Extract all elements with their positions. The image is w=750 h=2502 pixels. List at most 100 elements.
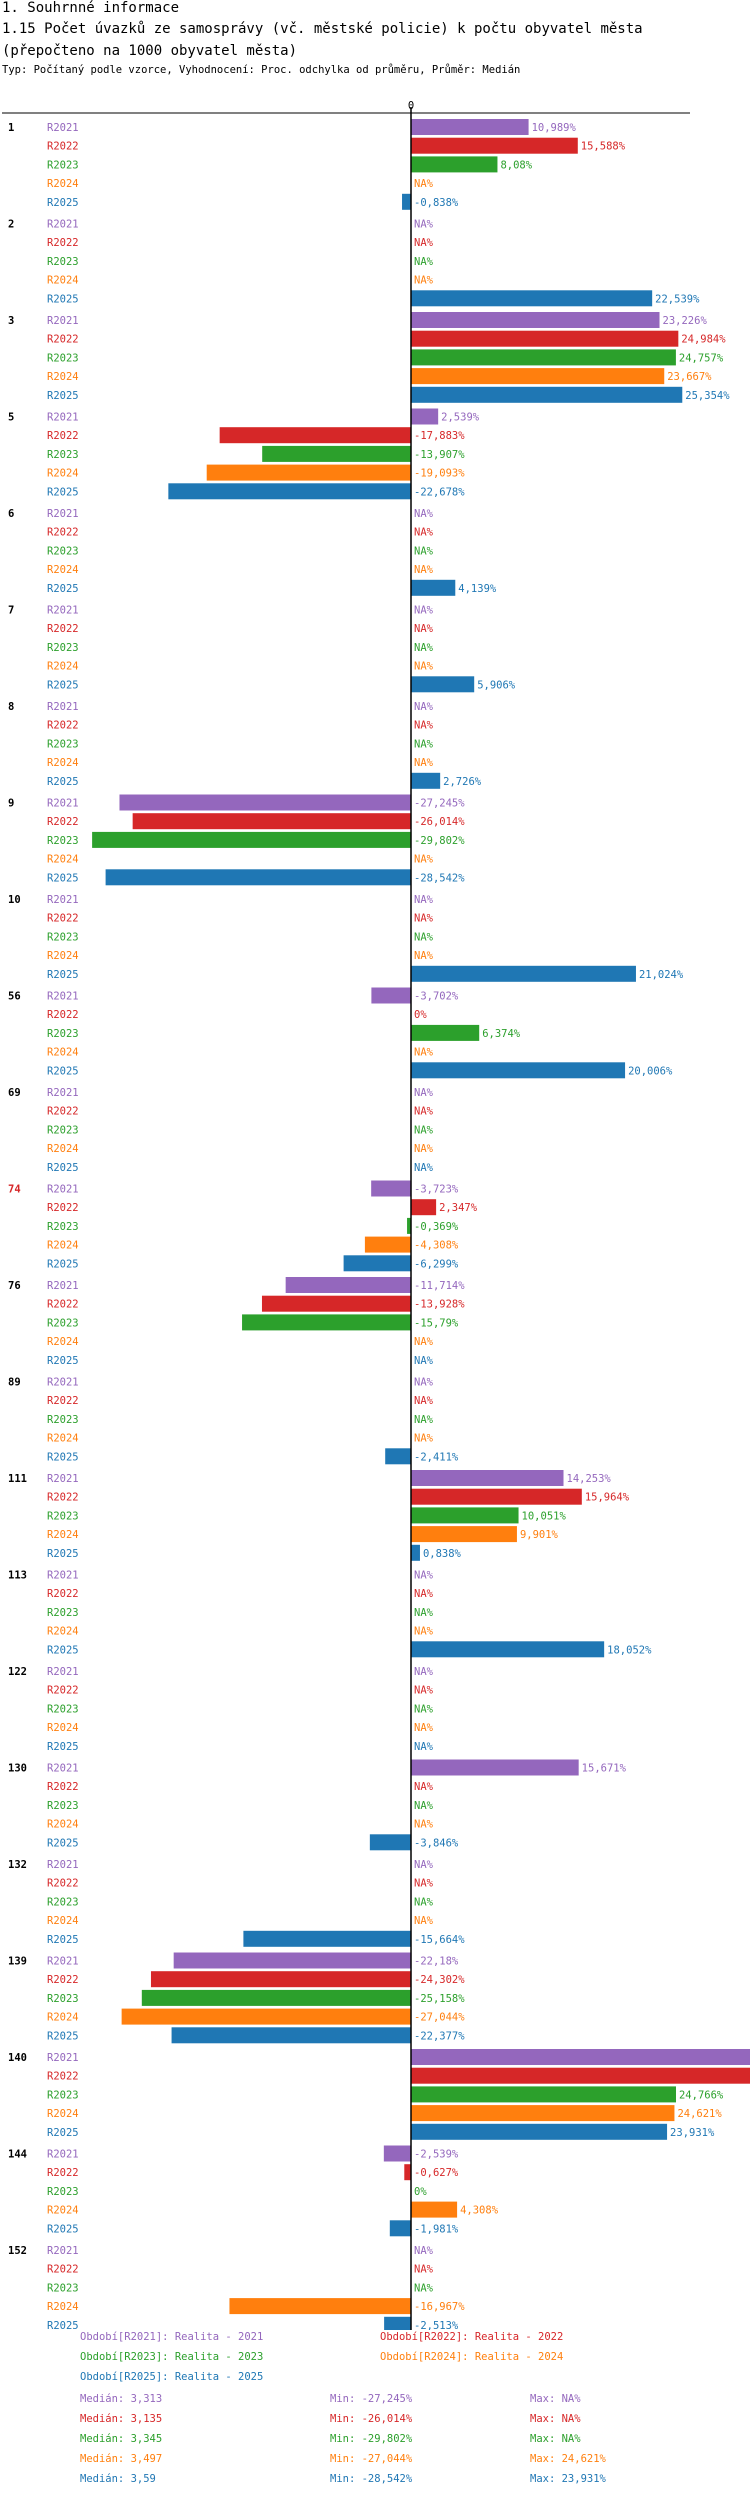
- data-label-2-R2025: 22,539%: [655, 293, 700, 305]
- bar-3-R2021: [411, 312, 660, 328]
- series-label-122-R2021: R2021: [47, 1666, 79, 1678]
- legend-min-R2021: Min: -27,245%: [330, 2393, 413, 2405]
- bar-74-R2024: [364, 1236, 411, 1253]
- data-label-139-R2023: -25,158%: [414, 1993, 465, 2005]
- data-label-9-R2022: -26,014%: [414, 816, 465, 828]
- bar-chart: 0 1 R2021 10,989% R2022 15,588% R2023 8,08% R202…: [2, 100, 750, 2330]
- legend-median-R2023: Medián: 3,345: [80, 2433, 163, 2445]
- bar-144-R2021: [383, 2145, 411, 2162]
- series-label-7-R2021: R2021: [47, 605, 79, 617]
- data-label-56-R2023: 6,374%: [482, 1028, 521, 1040]
- bar-74-R2022: [411, 1199, 437, 1216]
- data-label-6-R2023: NA%: [414, 545, 434, 557]
- data-label-5-R2024: -19,093%: [414, 468, 465, 480]
- series-label-132-R2024: R2024: [47, 1915, 79, 1927]
- legend-median-R2021: Medián: 3,313: [80, 2393, 163, 2405]
- series-label-1-R2021: R2021: [47, 122, 79, 134]
- series-label-144-R2022: R2022: [47, 2167, 79, 2179]
- data-label-74-R2021: -3,723%: [414, 1184, 459, 1196]
- series-label-10-R2021: R2021: [47, 894, 79, 906]
- data-label-69-R2025: NA%: [414, 1162, 434, 1174]
- data-label-76-R2022: -13,928%: [414, 1299, 465, 1311]
- bar-140-R2024: [411, 2105, 675, 2122]
- series-label-144-R2024: R2024: [47, 2205, 79, 2217]
- data-label-56-R2025: 20,006%: [628, 1065, 673, 1077]
- data-label-6-R2025: 4,139%: [458, 583, 497, 595]
- section-heading: 1. Souhrnné informace: [2, 0, 180, 16]
- data-label-152-R2024: -16,967%: [414, 2301, 465, 2313]
- series-label-139-R2025: R2025: [47, 2030, 79, 2042]
- data-label-10-R2023: NA%: [414, 931, 434, 943]
- data-label-8-R2022: NA%: [414, 720, 434, 732]
- data-label-9-R2025: -28,542%: [414, 872, 465, 884]
- series-label-10-R2023: R2023: [47, 931, 79, 943]
- data-label-8-R2025: 2,726%: [443, 776, 482, 788]
- bar-5-R2024: [206, 464, 411, 481]
- data-label-122-R2021: NA%: [414, 1666, 434, 1678]
- series-label-3-R2024: R2024: [47, 371, 79, 383]
- group-label-6: 6: [8, 508, 14, 520]
- data-label-6-R2022: NA%: [414, 527, 434, 539]
- data-label-3-R2021: 23,226%: [663, 315, 708, 327]
- bar-8-R2025: [411, 772, 441, 789]
- data-label-69-R2024: NA%: [414, 1143, 434, 1155]
- series-label-130-R2022: R2022: [47, 1781, 79, 1793]
- data-label-7-R2024: NA%: [414, 661, 434, 673]
- bar-7-R2025: [411, 676, 475, 693]
- data-label-7-R2025: 5,906%: [477, 679, 516, 691]
- series-label-144-R2025: R2025: [47, 2223, 79, 2235]
- series-label-6-R2023: R2023: [47, 545, 79, 557]
- series-label-132-R2021: R2021: [47, 1859, 79, 1871]
- data-label-6-R2024: NA%: [414, 564, 434, 576]
- data-label-69-R2022: NA%: [414, 1106, 434, 1118]
- group-label-8: 8: [8, 701, 14, 713]
- data-label-122-R2024: NA%: [414, 1722, 434, 1734]
- data-label-132-R2024: NA%: [414, 1915, 434, 1927]
- group-label-56: 56: [8, 991, 21, 1003]
- series-label-76-R2021: R2021: [47, 1280, 79, 1292]
- series-label-89-R2024: R2024: [47, 1433, 79, 1445]
- bar-140-R2025: [411, 2123, 668, 2140]
- data-label-113-R2022: NA%: [414, 1588, 434, 1600]
- legend-max-R2024: Max: 24,621%: [530, 2453, 606, 2465]
- series-label-113-R2024: R2024: [47, 1626, 79, 1638]
- series-label-74-R2023: R2023: [47, 1221, 79, 1233]
- bar-144-R2024: [411, 2201, 458, 2218]
- group-label-5: 5: [8, 412, 14, 424]
- series-label-113-R2025: R2025: [47, 1644, 79, 1656]
- series-label-139-R2022: R2022: [47, 1974, 79, 1986]
- bar-76-R2023: [242, 1314, 411, 1331]
- group-label-10: 10: [8, 894, 21, 906]
- data-label-76-R2024: NA%: [414, 1336, 434, 1348]
- group-label-3: 3: [8, 315, 14, 327]
- series-label-74-R2024: R2024: [47, 1240, 79, 1252]
- series-label-113-R2023: R2023: [47, 1607, 79, 1619]
- bar-140-R2021: [411, 2049, 750, 2065]
- bar-9-R2025: [105, 869, 412, 886]
- bar-139-R2022: [150, 1971, 411, 1988]
- bar-3-R2025: [411, 386, 683, 403]
- bar-111-R2025: [411, 1544, 420, 1561]
- data-label-144-R2025: -1,981%: [414, 2223, 459, 2235]
- legend-min-R2023: Min: -29,802%: [330, 2433, 413, 2445]
- series-label-6-R2025: R2025: [47, 583, 79, 595]
- series-label-132-R2025: R2025: [47, 1934, 79, 1946]
- series-label-113-R2022: R2022: [47, 1588, 79, 1600]
- bar-76-R2021: [285, 1277, 411, 1293]
- series-label-76-R2023: R2023: [47, 1317, 79, 1329]
- data-label-140-R2025: 23,931%: [670, 2127, 715, 2139]
- series-label-1-R2023: R2023: [47, 159, 79, 171]
- data-label-5-R2022: -17,883%: [414, 430, 465, 442]
- data-label-74-R2022: 2,347%: [439, 1202, 478, 1214]
- data-label-144-R2022: -0,627%: [414, 2167, 459, 2179]
- bar-140-R2022: [411, 2067, 750, 2084]
- bar-2-R2025: [411, 290, 653, 307]
- group-label-2: 2: [8, 219, 14, 231]
- series-label-132-R2022: R2022: [47, 1878, 79, 1890]
- bar-6-R2025: [411, 579, 456, 596]
- group-label-132: 132: [8, 1859, 27, 1871]
- bar-3-R2023: [411, 349, 676, 366]
- bar-76-R2022: [261, 1295, 411, 1312]
- legend-median-R2024: Medián: 3,497: [80, 2453, 163, 2465]
- group-label-144: 144: [8, 2149, 27, 2161]
